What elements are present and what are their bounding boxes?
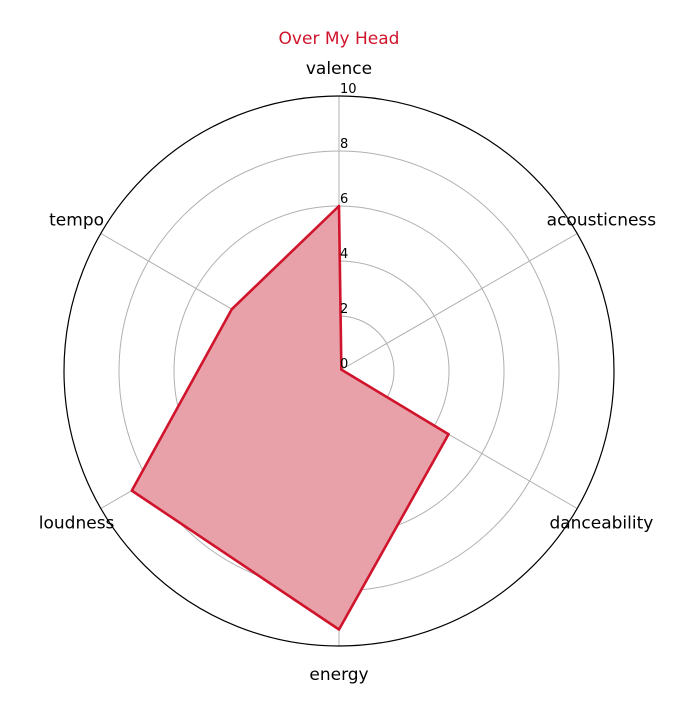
r-tick-label: 6 — [340, 192, 348, 207]
data-point-loudness — [130, 489, 134, 492]
series-area — [131, 206, 449, 630]
chart-title: Over My Head — [279, 29, 400, 49]
outer-frame — [63, 95, 615, 647]
r-tick-label: 10 — [340, 82, 357, 97]
axis-label-valence: valence — [306, 59, 372, 79]
label-layer: 0 2 4 6 8 10 valence acousticness danceability en… — [39, 59, 657, 685]
axis-label-energy: energy — [309, 665, 368, 685]
axis-spoke — [338, 233, 578, 372]
r-tick-label: 8 — [340, 137, 348, 152]
data-point-valence — [337, 204, 341, 208]
axis-label-danceability: danceability — [549, 514, 653, 534]
data-point-energy — [337, 628, 341, 631]
series-layer — [130, 204, 450, 631]
r-tick-label: 2 — [340, 302, 348, 317]
data-point-tempo — [230, 307, 234, 311]
axis-label-tempo: tempo — [49, 211, 104, 231]
axis-label-acousticness: acousticness — [547, 211, 657, 231]
axis-label-loudness: loudness — [39, 514, 115, 534]
r-tick-label: 0 — [340, 357, 348, 372]
r-tick-label: 4 — [340, 247, 348, 262]
data-point-danceability — [447, 433, 450, 436]
data-point-acousticness — [340, 368, 343, 371]
